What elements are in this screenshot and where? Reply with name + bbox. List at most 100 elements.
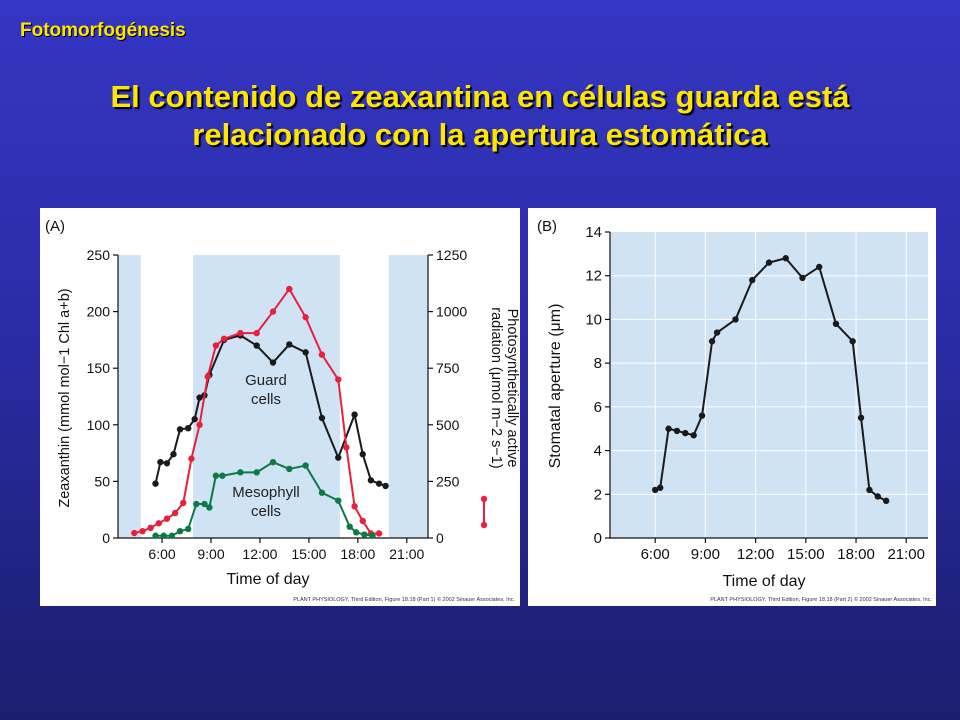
x-tick-label-1: 9:00 — [197, 546, 224, 562]
stomatal-aperture-point-8 — [713, 329, 721, 336]
stomatal-aperture-point-7 — [708, 338, 716, 345]
guard-cells-point-1 — [157, 458, 164, 466]
y-tick-label-right-4: 1000 — [436, 304, 467, 320]
chart-a-svg: (A) 0 50 100 150 200 250 0 250 500 750 1000 1250 6:0… — [45, 218, 520, 603]
guard-cells-point-2 — [163, 460, 171, 467]
mesophyll-cells-point-3 — [176, 528, 184, 535]
x-axis-label: Time of day — [227, 571, 310, 588]
radiation-point-23 — [375, 530, 383, 537]
stomatal-aperture-point-4 — [682, 429, 689, 437]
radiation-point-9 — [204, 373, 211, 380]
stomatal-aperture-point-19 — [874, 493, 881, 500]
radiation-point-20 — [351, 503, 358, 510]
guard-cells-point-14 — [286, 341, 293, 348]
x-tick-label-b-4: 18:00 — [837, 546, 875, 563]
mesophyll-cells-point-8 — [212, 472, 220, 479]
y-tick-label-left-2: 100 — [87, 417, 111, 433]
mesophyll-cells-point-4 — [184, 525, 192, 533]
stomatal-aperture-point-14 — [816, 263, 823, 271]
guard-cells-point-15 — [302, 349, 309, 356]
daylight-band-1 — [193, 255, 340, 538]
stomatal-aperture-point-17 — [857, 414, 865, 421]
stomatal-aperture-point-0 — [651, 486, 659, 494]
mesophyll-cells-point-15 — [318, 489, 326, 496]
radiation-point-14 — [269, 308, 277, 315]
radiation-point-12 — [237, 329, 244, 337]
mesophyll-cells-point-11 — [253, 469, 260, 476]
y-axis-label-right-2: radiation (μmol m−2 s−1) — [488, 307, 504, 468]
guard-cells-point-4 — [176, 426, 184, 433]
section-label: Fotomorfogénesis — [20, 20, 186, 41]
plot-background-b — [610, 232, 928, 538]
y-axis-label-left: Zeaxanthin (mmol mol−1 Chl a+b) — [57, 288, 73, 507]
mesophyll-cells-point-20 — [369, 532, 376, 539]
x-tick-label-2: 12:00 — [242, 546, 277, 562]
radiation-point-19 — [343, 444, 350, 451]
y-tick-label-left-5: 250 — [87, 247, 111, 263]
radiation-point-5 — [171, 509, 179, 517]
radiation-point-2 — [147, 524, 154, 532]
radiation-point-7 — [188, 455, 195, 462]
x-tick-label-b-1: 9:00 — [691, 546, 720, 563]
guard-cells-point-20 — [367, 477, 375, 484]
mesophyll-cells-label-2: cells — [251, 503, 281, 520]
stomatal-aperture-point-16 — [849, 338, 856, 345]
radiation-point-16 — [302, 314, 309, 321]
stomatal-aperture-point-13 — [799, 274, 806, 282]
stomatal-aperture-point-3 — [673, 427, 681, 435]
mesophyll-cells-point-19 — [361, 531, 368, 538]
y-tick-label-left-0: 0 — [102, 530, 110, 546]
title-line-2: relacionado con la apertura estomática — [192, 117, 768, 152]
guard-cells-point-13 — [269, 359, 277, 366]
guard-cells-point-7 — [196, 394, 203, 401]
chart-b-svg: (B) 0 2 4 6 8 10 12 14 6:00 9:00 12:00 15:00 18:00 21… — [537, 218, 932, 603]
guard-cells-label-2: cells — [251, 391, 281, 408]
chart-panel-b: (B) 0 2 4 6 8 10 12 14 6:00 9:00 12:00 15:00 18:00 21… — [528, 208, 936, 606]
y-tick-label-b-3: 6 — [594, 399, 602, 416]
stomatal-aperture-point-20 — [882, 497, 890, 505]
panel-a-label: (A) — [45, 218, 65, 235]
x-tick-label-b-0: 6:00 — [641, 546, 670, 563]
x-tick-label-b-3: 15:00 — [787, 546, 825, 563]
y-tick-label-b-7: 14 — [585, 224, 602, 241]
y-tick-label-right-5: 1250 — [436, 247, 467, 263]
y-tick-label-left-4: 200 — [87, 304, 111, 320]
daylight-band-2 — [388, 255, 428, 538]
mesophyll-cells-point-10 — [237, 469, 244, 476]
guard-cells-point-3 — [170, 451, 177, 458]
guard-cells-point-22 — [382, 482, 389, 490]
x-tick-label-5: 21:00 — [389, 546, 424, 562]
x-axis-label-b: Time of day — [723, 573, 806, 590]
mesophyll-cells-point-7 — [206, 504, 213, 511]
y-tick-label-b-1: 2 — [594, 486, 602, 503]
guard-cells-point-5 — [184, 424, 192, 432]
x-tick-label-b-5: 21:00 — [887, 546, 925, 563]
radiation-point-10 — [212, 342, 220, 349]
stomatal-aperture-point-18 — [866, 486, 873, 494]
y-tick-label-b-6: 12 — [585, 268, 602, 285]
guard-cells-point-12 — [253, 342, 260, 349]
y-tick-label-right-3: 750 — [436, 360, 460, 376]
mesophyll-cells-point-5 — [193, 500, 200, 508]
stomatal-aperture-point-10 — [749, 276, 756, 284]
y-axis-label-right-1: Photosynthetically active — [504, 309, 520, 468]
radiation-point-17 — [318, 351, 326, 358]
mesophyll-cells-point-9 — [219, 472, 226, 479]
radiation-point-8 — [196, 421, 203, 428]
y-tick-label-right-1: 250 — [436, 473, 460, 489]
y-tick-label-b-0: 0 — [594, 530, 602, 547]
stomatal-aperture-point-12 — [782, 255, 789, 262]
stomatal-aperture-point-6 — [698, 412, 706, 419]
radiation-legend-point-bottom — [480, 521, 488, 529]
guard-cells-label-1: Guard — [245, 372, 287, 389]
radiation-point-1 — [139, 528, 146, 535]
y-tick-label-left-1: 50 — [94, 473, 110, 489]
stomatal-aperture-point-11 — [765, 259, 773, 266]
mesophyll-cells-point-18 — [353, 529, 360, 536]
mesophyll-cells-point-13 — [286, 465, 293, 473]
mesophyll-cells-point-17 — [346, 523, 353, 530]
mesophyll-cells-point-12 — [269, 458, 277, 466]
y-tick-label-b-2: 4 — [594, 443, 602, 460]
stomatal-aperture-point-15 — [832, 320, 840, 327]
guard-cells-point-0 — [152, 480, 159, 487]
